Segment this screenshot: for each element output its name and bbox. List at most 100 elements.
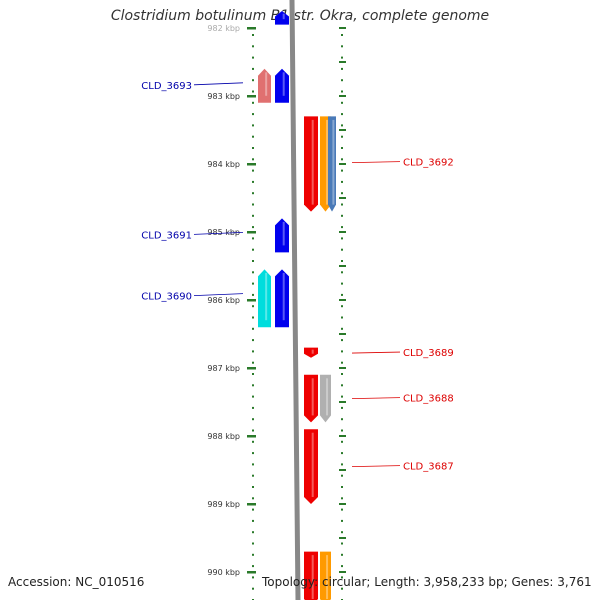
- guide-dot: [341, 135, 343, 138]
- guide-dot: [341, 79, 343, 82]
- axis-tick: [247, 503, 256, 506]
- gene-arrow-bottom-red[interactable]: [304, 551, 318, 600]
- guide-dot: [341, 282, 343, 285]
- gene-arrow-top-blue[interactable]: [275, 11, 289, 25]
- axis-tick-label: 983 kbp: [207, 92, 240, 101]
- guide-dot: [341, 226, 343, 229]
- right-tick: [339, 27, 346, 29]
- guide-dot: [252, 350, 254, 353]
- gene-arrow-3690-cyan[interactable]: [258, 269, 271, 328]
- gene-arrow-3687-red[interactable]: [304, 429, 318, 504]
- guide-dot: [341, 305, 343, 308]
- guide-dot: [341, 361, 343, 364]
- guide-dot: [252, 34, 254, 36]
- guide-dot: [252, 180, 254, 183]
- guide-dot: [252, 260, 254, 262]
- guide-dot: [341, 237, 343, 240]
- guide-dot: [252, 135, 254, 138]
- guide-dot: [252, 384, 254, 387]
- guide-dot: [341, 395, 343, 398]
- right-tick: [339, 367, 346, 369]
- left-dotted-axis: [252, 34, 254, 600]
- guide-dot: [341, 531, 343, 534]
- guide-dot: [252, 316, 254, 319]
- gene-arrow-highlight: [311, 555, 314, 599]
- gene-labels: CLD_3693 CLD_3692 CLD_3691 CLD_3690 CLD_3689…: [141, 81, 453, 473]
- guide-dot: [252, 576, 254, 579]
- guide-dot: [341, 587, 343, 590]
- axis-tick-label: 989 kbp: [207, 500, 240, 509]
- label-leader-line: [351, 161, 401, 164]
- gene-arrow-highlight: [282, 13, 285, 20]
- guide-dot: [341, 56, 343, 59]
- right-tick: [339, 401, 346, 403]
- guide-dot: [252, 192, 254, 195]
- guide-dot: [341, 147, 343, 149]
- guide-dot: [341, 418, 343, 421]
- label-leader-line: [193, 82, 244, 86]
- guide-dot: [341, 576, 343, 579]
- gene-label-cld-3687[interactable]: CLD_3687: [351, 462, 454, 473]
- genome-backbone: [289, 0, 301, 600]
- gene-label-cld-3693[interactable]: CLD_3693: [141, 81, 244, 92]
- guide-dot: [341, 429, 343, 432]
- gene-arrow-3688-grey[interactable]: [320, 374, 331, 423]
- gene-label-cld-3692[interactable]: CLD_3692: [351, 158, 454, 169]
- guide-dot: [341, 565, 343, 568]
- guide-dot: [252, 248, 254, 251]
- gene-arrow-3693-blue[interactable]: [275, 68, 289, 103]
- guide-dot: [252, 203, 254, 206]
- guide-dot: [341, 486, 343, 488]
- right-tick: [339, 571, 346, 573]
- gene-label-text: CLD_3693: [141, 81, 192, 92]
- gene-arrow-highlight: [311, 432, 314, 497]
- gene-arrow-highlight: [311, 119, 314, 205]
- label-leader-line: [193, 293, 244, 296]
- gene-label-cld-3691[interactable]: CLD_3691: [141, 230, 244, 241]
- backbone-line: [289, 0, 301, 600]
- guide-dot: [252, 418, 254, 421]
- right-tick: [339, 299, 346, 301]
- gene-arrow-3689-red[interactable]: [304, 347, 318, 358]
- guide-dot: [341, 293, 343, 296]
- guide-dot: [252, 124, 254, 127]
- gene-arrow-3690-blue[interactable]: [275, 269, 289, 328]
- guide-dot: [341, 440, 343, 443]
- guide-dot: [252, 305, 254, 308]
- axis-tick-label: 982 kbp: [207, 24, 240, 33]
- right-tick: [339, 537, 346, 539]
- label-leader-line: [351, 397, 401, 399]
- guide-dot: [341, 406, 343, 409]
- right-tick: [339, 61, 346, 63]
- guide-dot: [252, 282, 254, 285]
- gene-arrow-3693-pink[interactable]: [258, 68, 271, 103]
- gene-arrow-3688-red[interactable]: [304, 374, 318, 423]
- gene-arrow-3691-blue[interactable]: [275, 218, 289, 253]
- gene-label-cld-3690[interactable]: CLD_3690: [141, 292, 244, 303]
- guide-dot: [341, 67, 343, 70]
- guide-dot: [252, 158, 254, 161]
- gene-label-cld-3688[interactable]: CLD_3688: [351, 394, 454, 405]
- guide-dot: [252, 553, 254, 556]
- guide-dot: [252, 214, 254, 217]
- guide-dot: [341, 350, 343, 353]
- axis-tick: [247, 435, 256, 438]
- gene-arrow-3692-steel[interactable]: [328, 116, 336, 212]
- gene-label-cld-3689[interactable]: CLD_3689: [351, 348, 454, 359]
- gene-arrow-highlight: [326, 555, 329, 599]
- gene-label-text: CLD_3692: [403, 158, 454, 169]
- gene-arrow-3692-red[interactable]: [304, 116, 318, 212]
- guide-dot: [341, 339, 343, 342]
- guide-dot: [252, 361, 254, 364]
- accession-text: Accession: NC_010516: [8, 575, 145, 589]
- right-tick: [339, 469, 346, 471]
- guide-dot: [341, 124, 343, 127]
- axis-tick: [247, 231, 256, 234]
- guide-dot: [341, 34, 343, 36]
- guide-dot: [341, 214, 343, 217]
- axis-tick-label: 986 kbp: [207, 296, 240, 305]
- gene-arrow-bottom-orange[interactable]: [320, 551, 331, 600]
- guide-dot: [341, 192, 343, 195]
- guide-dot: [252, 463, 254, 466]
